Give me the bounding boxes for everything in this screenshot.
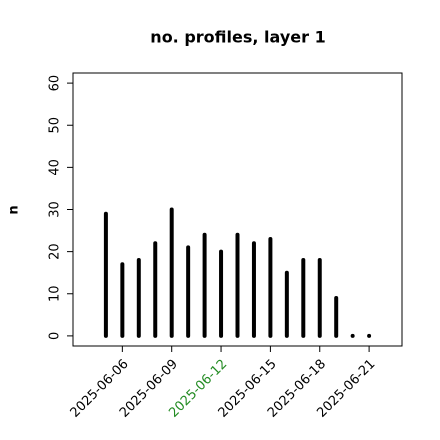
y-tick-label: 20 [48, 243, 63, 260]
y-tick-label: 50 [48, 117, 63, 134]
chart-title: no. profiles, layer 1 [150, 28, 325, 47]
y-tick-label: 30 [48, 201, 63, 218]
y-tick-label: 60 [48, 75, 63, 92]
y-axis-label: n [7, 205, 22, 214]
y-tick-label: 10 [48, 285, 63, 302]
y-tick-label: 0 [48, 332, 63, 340]
y-tick-label: 40 [48, 159, 63, 176]
